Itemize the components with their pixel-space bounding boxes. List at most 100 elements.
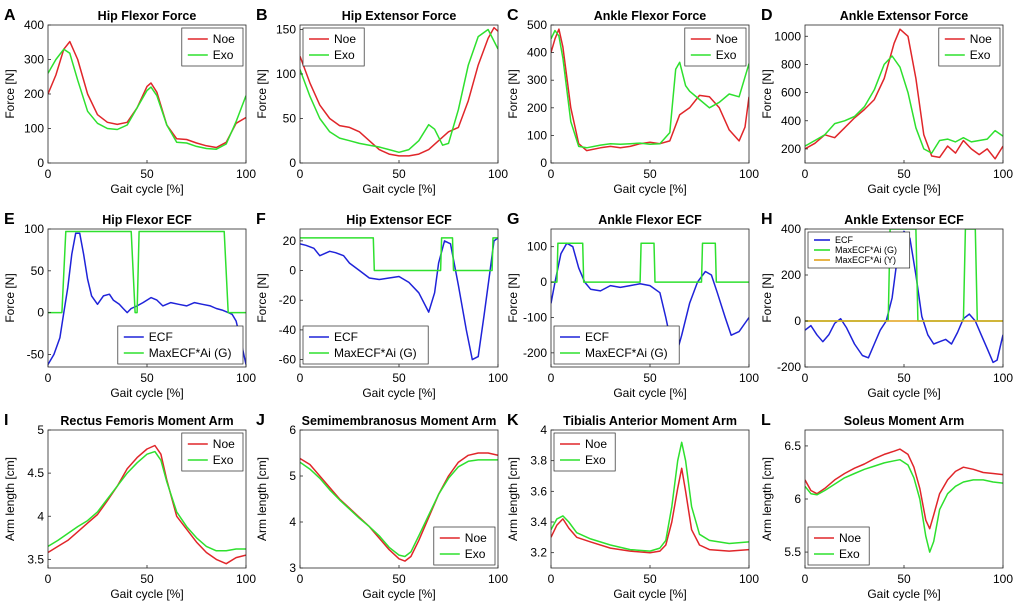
panel-title: Hip Extensor ECF <box>346 213 452 227</box>
series-group <box>48 40 246 150</box>
series-group <box>300 26 498 157</box>
x-tick-label: 50 <box>643 371 657 385</box>
x-tick-label: 50 <box>643 167 657 181</box>
panel-l: L Soleus Moment Arm 0 50 100 5.5 6 6.5 Gait cycl… <box>760 412 1013 601</box>
legend-box <box>302 27 365 67</box>
series-line-exo <box>551 29 749 149</box>
x-tick-label: 100 <box>488 167 508 181</box>
series-group <box>48 230 246 365</box>
y-tick-label: -200 <box>523 346 547 360</box>
y-tick-label: 100 <box>527 240 547 254</box>
panel-title: Tibialis Anterior Moment Arm <box>563 414 737 428</box>
legend-label: Exo <box>334 48 355 62</box>
series-line-exo <box>805 458 1003 553</box>
y-tick-label: 0 <box>540 275 547 289</box>
legend-label: MaxECF*Ai (G) <box>585 346 668 360</box>
legend-label: Noe <box>213 32 235 46</box>
x-axis-label: Gait cycle [%] <box>867 386 940 400</box>
legend: ECF MaxECF*Ai (G) <box>117 325 244 365</box>
legend-label: Noe <box>839 531 861 545</box>
y-axis-label: Force [N] <box>760 69 774 118</box>
y-tick-label: 6.5 <box>784 439 801 453</box>
x-tick-label: 0 <box>802 371 809 385</box>
x-tick-label: 0 <box>297 371 304 385</box>
y-tick-label: 5 <box>289 469 296 483</box>
series-group <box>48 444 246 565</box>
y-tick-label: -40 <box>279 323 297 337</box>
panel-letter: B <box>256 7 268 24</box>
legend-label: ECF <box>149 330 173 344</box>
x-tick-label: 100 <box>739 167 759 181</box>
x-tick-label: 50 <box>392 572 406 586</box>
y-tick-label: 3 <box>289 561 296 575</box>
y-tick-label: 50 <box>31 264 45 278</box>
legend-label: Exo <box>970 48 991 62</box>
y-tick-label: 5 <box>37 423 44 437</box>
legend: ECF MaxECF*Ai (G) <box>553 325 680 365</box>
panel-title: Hip Extensor Force <box>342 9 457 23</box>
panel-title: Ankle Flexor ECF <box>598 213 702 227</box>
panel-g: G Ankle Flexor ECF 0 50 100 -200 -100 0 100 Gait … <box>506 211 759 400</box>
x-tick-label: 50 <box>392 371 406 385</box>
series-group <box>551 441 749 554</box>
series-line-exo <box>300 28 498 154</box>
y-tick-label: 200 <box>781 268 801 282</box>
series-line-noe <box>48 40 246 149</box>
series-group <box>805 28 1003 160</box>
x-axis-label: Gait cycle [%] <box>362 182 435 196</box>
y-tick-label: 400 <box>781 114 801 128</box>
panel-title: Semimembranosus Moment Arm <box>302 414 497 428</box>
series-group <box>551 28 749 152</box>
x-axis-label: Gait cycle [%] <box>613 182 686 196</box>
legend-box <box>117 325 244 365</box>
x-axis-label: Gait cycle [%] <box>613 386 686 400</box>
y-tick-label: 1000 <box>774 29 801 43</box>
x-tick-label: 100 <box>993 167 1013 181</box>
y-tick-label: 100 <box>527 128 547 142</box>
x-axis-label: Gait cycle [%] <box>362 587 435 601</box>
y-tick-label: 200 <box>24 87 44 101</box>
y-axis-label: Force [N] <box>506 273 520 322</box>
x-axis-label: Gait cycle [%] <box>362 386 435 400</box>
panel-letter: K <box>507 412 519 429</box>
legend-label: Exo <box>585 453 606 467</box>
y-tick-label: -20 <box>279 293 297 307</box>
series-line-exo <box>805 55 1003 154</box>
legend-label: Exo <box>465 547 486 561</box>
panel-title: Hip Flexor ECF <box>102 213 192 227</box>
panel-letter: C <box>507 7 519 24</box>
panel-title: Ankle Flexor Force <box>594 9 707 23</box>
x-tick-label: 0 <box>45 572 52 586</box>
panel-title: Soleus Moment Arm <box>844 414 964 428</box>
series-group <box>300 237 498 361</box>
series-line-noe <box>300 26 498 157</box>
series-line-maxecf-ai-g- <box>300 237 498 272</box>
legend-label: ECF <box>585 330 609 344</box>
x-tick-label: 0 <box>802 167 809 181</box>
panel-letter: L <box>761 412 771 429</box>
legend-label: Noe <box>465 531 487 545</box>
legend: Noe Exo <box>433 526 496 566</box>
y-axis-label: Arm length [cm] <box>3 457 17 541</box>
y-tick-label: 6 <box>289 423 296 437</box>
y-tick-label: 4.5 <box>27 466 44 480</box>
panel-title: Hip Flexor Force <box>98 9 197 23</box>
x-tick-label: 0 <box>548 371 555 385</box>
y-axis-label: Force [N] <box>255 69 269 118</box>
y-tick-label: 3.6 <box>530 484 547 498</box>
legend-label: Exo <box>839 547 860 561</box>
y-tick-label: 300 <box>24 53 44 67</box>
y-tick-label: 150 <box>276 22 296 36</box>
x-tick-label: 100 <box>236 167 256 181</box>
panel-letter: I <box>4 412 8 429</box>
series-group <box>300 452 498 562</box>
x-tick-label: 100 <box>739 371 759 385</box>
x-tick-label: 100 <box>236 572 256 586</box>
y-tick-label: 3.4 <box>530 515 547 529</box>
series-line-exo <box>48 48 246 150</box>
y-axis-label: Arm length [cm] <box>255 457 269 541</box>
panel-a: A Hip Flexor Force 0 50 100 0 100 200 300 400 Gait… <box>3 7 256 196</box>
x-tick-label: 100 <box>993 371 1013 385</box>
legend: Noe Exo <box>684 27 747 67</box>
